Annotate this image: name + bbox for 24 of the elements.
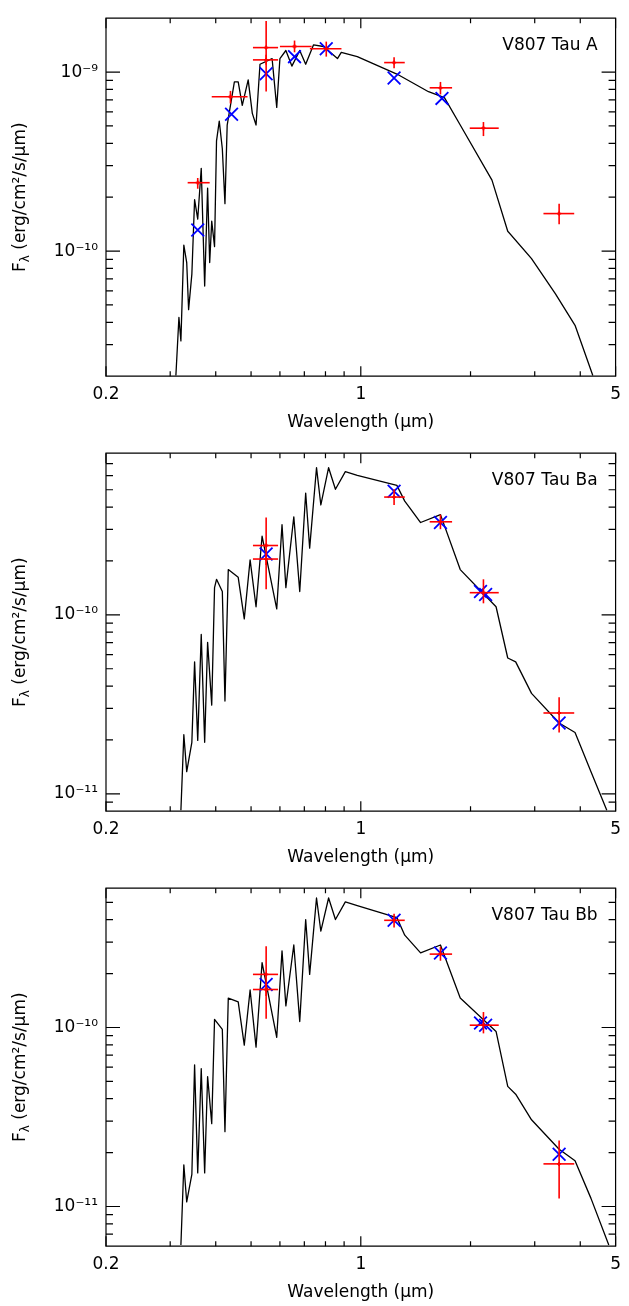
annotation: V807 Tau Bb (491, 903, 598, 924)
x-axis-title: Wavelength (μm) (287, 846, 435, 867)
x-tick-label: 5 (610, 1252, 622, 1273)
y-tick-label: 10⁻⁹ (60, 60, 99, 81)
y-tick-label: 10⁻¹⁰ (53, 603, 99, 624)
y-axis-title: Fλ (erg/cm²/s/μm) (9, 557, 33, 708)
y-tick-label: 10⁻¹⁰ (53, 239, 99, 260)
x-tick-label: 0.2 (92, 382, 120, 403)
y-tick-label: 10⁻¹¹ (53, 1194, 98, 1215)
y-tick-label: 10⁻¹⁰ (53, 1015, 99, 1036)
x-axis-title: Wavelength (μm) (287, 1281, 435, 1302)
annotation: V807 Tau Ba (491, 468, 598, 489)
x-tick-label: 5 (610, 817, 622, 838)
x-axis-title: Wavelength (μm) (287, 411, 435, 432)
y-axis-title: Fλ (erg/cm²/s/μm) (9, 122, 33, 273)
y-axis-title: Fλ (erg/cm²/s/μm) (9, 992, 33, 1143)
x-tick-label: 0.2 (92, 1252, 120, 1273)
annotation: V807 Tau A (502, 33, 598, 54)
x-tick-label: 1 (355, 382, 367, 403)
y-tick-label: 10⁻¹¹ (53, 782, 98, 803)
x-tick-label: 1 (355, 817, 367, 838)
x-tick-label: 0.2 (92, 817, 120, 838)
x-tick-label: 5 (610, 382, 622, 403)
x-tick-label: 1 (355, 1252, 367, 1273)
